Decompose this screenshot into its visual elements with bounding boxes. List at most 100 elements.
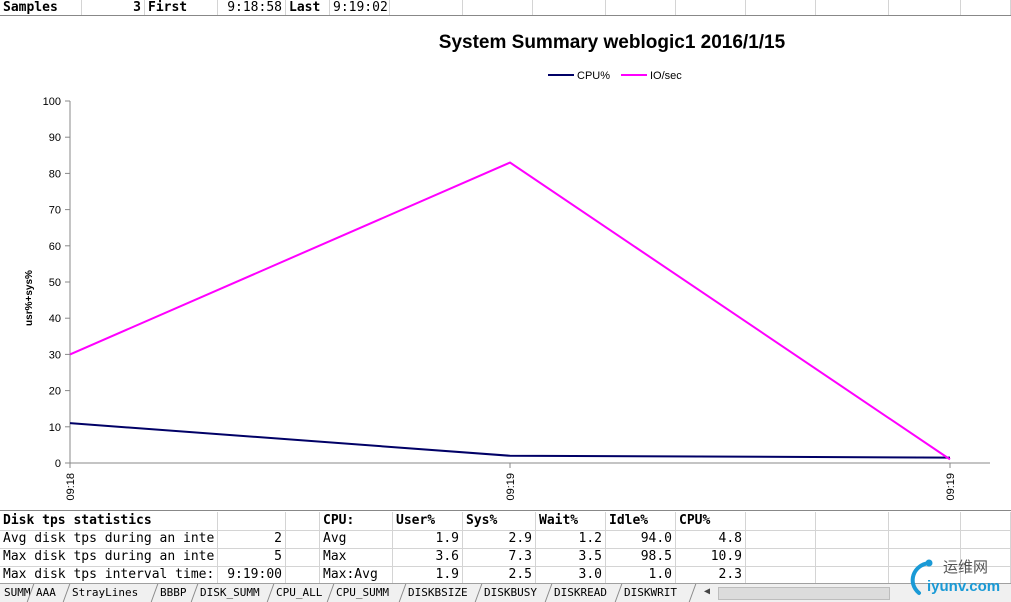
empty-cell[interactable]	[606, 0, 676, 15]
watermark-logo: 运维网 iyunv.com	[910, 558, 1000, 595]
first-value-cell[interactable]: 9:18:58	[218, 0, 286, 15]
sheet-tab-summ[interactable]: SUMM	[4, 586, 30, 599]
grid-cell-label[interactable]: Disk tps statistics	[0, 512, 218, 530]
empty-cell[interactable]	[746, 512, 816, 530]
empty-cell[interactable]	[816, 512, 889, 530]
grid-cell-sys[interactable]: Sys%	[463, 512, 536, 530]
series-line-cpu-[interactable]	[69, 422, 951, 459]
legend-label: IO/sec	[650, 70, 682, 82]
sheet-tab-aaa[interactable]: AAA	[36, 586, 56, 599]
grid-cell-label[interactable]: Max disk tps during an inte	[0, 548, 218, 566]
empty-cell[interactable]	[533, 0, 606, 15]
empty-cell[interactable]	[746, 548, 816, 566]
sheet-tab-cpu-all[interactable]: CPU_ALL	[276, 586, 323, 599]
grid-cell-sys[interactable]: 2.9	[463, 530, 536, 548]
empty-cell[interactable]	[889, 512, 961, 530]
grid-cell-cpu[interactable]: Avg	[320, 530, 393, 548]
empty-cell[interactable]	[889, 0, 961, 15]
x-tick-label: 09:18	[65, 473, 77, 501]
grid-cell-label[interactable]: Max disk tps interval time:	[0, 566, 218, 584]
grid-cell-value[interactable]	[218, 512, 286, 530]
empty-cell[interactable]	[816, 530, 889, 548]
table-row: Disk tps statistics CPU: User% Sys% Wait% Idl…	[0, 512, 1011, 531]
chart-axes: 0 10 20 30 40 50 60 70 80 90 100 09:18 09:19 09:19	[43, 96, 990, 501]
grid-cell-cpupct[interactable]: 4.8	[676, 530, 746, 548]
y-tick-label: 50	[49, 277, 61, 289]
grid-cell-user[interactable]: User%	[393, 512, 463, 530]
empty-cell[interactable]	[746, 566, 816, 584]
grid-cell-idle[interactable]: 94.0	[606, 530, 676, 548]
grid-cell-idle[interactable]: 1.0	[606, 566, 676, 584]
sheet-tab-diskbusy[interactable]: DISKBUSY	[484, 586, 537, 599]
y-tick-label: 0	[55, 458, 61, 470]
grid-cell-cpupct[interactable]: 10.9	[676, 548, 746, 566]
last-value-cell[interactable]: 9:19:02	[330, 0, 390, 15]
y-tick-label: 10	[49, 422, 61, 434]
x-tick-label: 09:19	[945, 473, 957, 501]
last-label-cell[interactable]: Last	[286, 0, 330, 15]
scroll-left-arrow-icon[interactable]: ◀	[704, 586, 711, 597]
grid-cell-cpu[interactable]: CPU:	[320, 512, 393, 530]
grid-cell-wait[interactable]: 1.2	[536, 530, 606, 548]
sheet-tab-bbbp[interactable]: BBBP	[160, 586, 187, 599]
empty-cell[interactable]	[286, 530, 320, 548]
grid-cell-user[interactable]: 1.9	[393, 530, 463, 548]
grid-cell-wait[interactable]: 3.5	[536, 548, 606, 566]
grid-cell-sys[interactable]: 7.3	[463, 548, 536, 566]
series-line-io-sec[interactable]	[69, 161, 951, 461]
empty-cell[interactable]	[463, 0, 533, 15]
y-tick-label: 80	[49, 168, 61, 180]
empty-cell[interactable]	[816, 0, 889, 15]
grid-cell-value[interactable]: 5	[218, 548, 286, 566]
chart-legend: CPU% IO/sec	[548, 70, 682, 82]
empty-cell[interactable]	[889, 548, 961, 566]
empty-cell[interactable]	[961, 0, 1011, 15]
y-tick-label: 20	[49, 386, 61, 398]
horizontal-scrollbar[interactable]	[718, 587, 890, 600]
grid-cell-idle[interactable]: 98.5	[606, 548, 676, 566]
grid-cell-cpu[interactable]: Max	[320, 548, 393, 566]
grid-cell-cpu[interactable]: Max:Avg	[320, 566, 393, 584]
y-tick-label: 70	[49, 205, 61, 217]
empty-cell[interactable]	[889, 566, 961, 584]
empty-cell[interactable]	[961, 512, 1011, 530]
grid-cell-wait[interactable]: 3.0	[536, 566, 606, 584]
chart-series	[69, 161, 951, 461]
sheet-tab-diskread[interactable]: DISKREAD	[554, 586, 607, 599]
y-axis-title: usr%+sys%	[24, 270, 35, 326]
watermark-url: iyunv.com	[927, 578, 1000, 595]
sheet-tab-diskbsize[interactable]: DISKBSIZE	[408, 586, 468, 599]
grid-cell-user[interactable]: 3.6	[393, 548, 463, 566]
grid-cell-sys[interactable]: 2.5	[463, 566, 536, 584]
empty-cell[interactable]	[746, 0, 816, 15]
sheet-tab-diskwrit[interactable]: DISKWRIT	[624, 586, 677, 599]
grid-cell-value[interactable]: 9:19:00	[218, 566, 286, 584]
grid-cell-label[interactable]: Avg disk tps during an inte	[0, 530, 218, 548]
grid-cell-cpupct[interactable]: 2.3	[676, 566, 746, 584]
empty-cell[interactable]	[286, 512, 320, 530]
grid-cell-cpupct[interactable]: CPU%	[676, 512, 746, 530]
sheet-tab-disk-summ[interactable]: DISK_SUMM	[200, 586, 260, 599]
empty-cell[interactable]	[746, 530, 816, 548]
samples-label-cell[interactable]: Samples	[0, 0, 82, 15]
empty-cell[interactable]	[286, 566, 320, 584]
grid-cell-value[interactable]: 2	[218, 530, 286, 548]
empty-cell[interactable]	[889, 530, 961, 548]
grid-cell-user[interactable]: 1.9	[393, 566, 463, 584]
empty-cell[interactable]	[816, 548, 889, 566]
grid-cell-idle[interactable]: Idle%	[606, 512, 676, 530]
grid-cell-wait[interactable]: Wait%	[536, 512, 606, 530]
samples-value-cell[interactable]: 3	[82, 0, 145, 15]
empty-cell[interactable]	[390, 0, 463, 15]
chart-object[interactable]: System Summary weblogic1 2016/1/15 CPU% I…	[0, 15, 1011, 511]
y-tick-label: 90	[49, 132, 61, 144]
first-label-cell[interactable]: First	[145, 0, 218, 15]
empty-cell[interactable]	[961, 530, 1011, 548]
watermark-title: 运维网	[943, 558, 988, 576]
table-row: Max disk tps interval time: 9:19:00 Max:Av…	[0, 566, 1011, 585]
sheet-tab-cpu-summ[interactable]: CPU_SUMM	[336, 586, 389, 599]
sheet-tab-straylines[interactable]: StrayLines	[72, 586, 139, 599]
empty-cell[interactable]	[816, 566, 889, 584]
empty-cell[interactable]	[286, 548, 320, 566]
empty-cell[interactable]	[676, 0, 746, 15]
